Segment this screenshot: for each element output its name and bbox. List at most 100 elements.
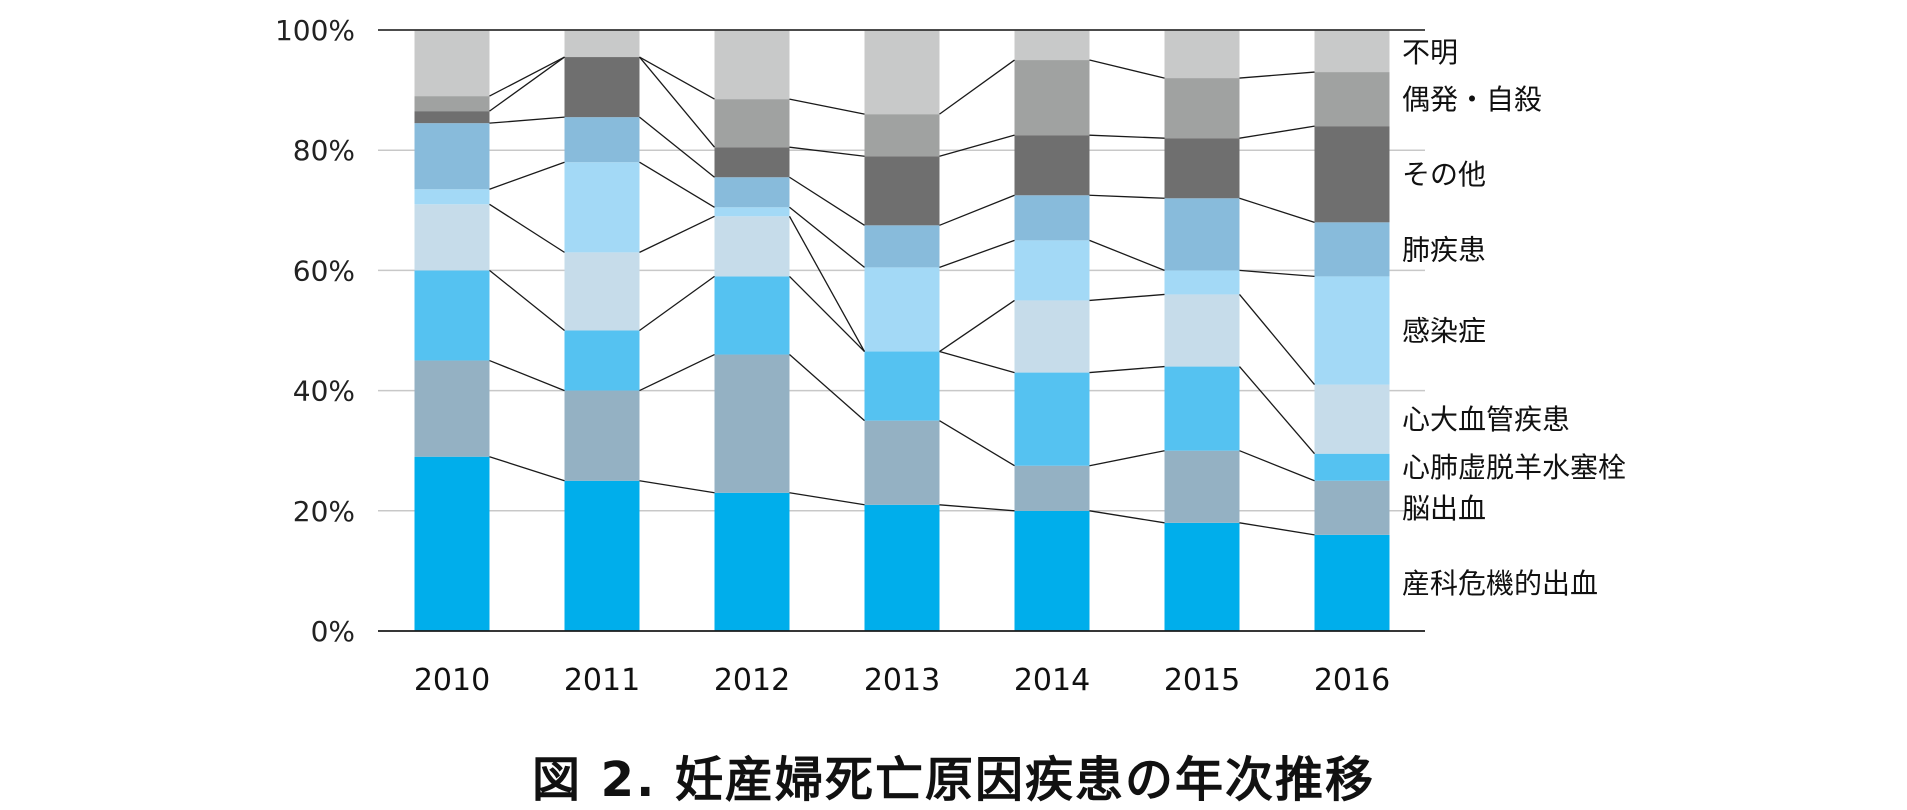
x-tick-label: 2016	[1314, 663, 1390, 698]
bar-segment	[414, 456, 490, 631]
connector-line	[1239, 71, 1315, 79]
bar-segment	[714, 276, 790, 355]
connector-line	[639, 480, 715, 494]
bar-segment	[714, 99, 790, 148]
bar-segment	[414, 96, 490, 112]
connector-line	[639, 56, 715, 100]
connector-line	[1239, 366, 1315, 455]
bar-segment	[414, 204, 490, 271]
connector-line	[489, 456, 565, 482]
bar-segment	[1014, 135, 1090, 196]
axes: 0% 20% 40% 60% 80% 100% 2010 2011 2012 2013 2014 20…	[275, 14, 1425, 698]
bar-segment	[864, 30, 940, 115]
figure-caption: 図 2. 妊産婦死亡原因疾患の年次推移	[531, 752, 1376, 808]
connector-line	[1089, 365, 1165, 374]
connector-line	[489, 269, 565, 332]
connector-line	[789, 354, 865, 422]
connector-line	[639, 116, 715, 178]
connector-line	[1089, 59, 1165, 79]
bar-segment	[864, 225, 940, 268]
connector-line	[639, 161, 715, 208]
connector-line	[1239, 125, 1315, 139]
bar-segment	[714, 492, 790, 631]
bars	[414, 30, 1390, 631]
bar-segment	[564, 57, 640, 118]
bar-segment	[864, 420, 940, 505]
legend-label: 心大血管疾患	[1402, 403, 1570, 436]
legend-label: 肺疾患	[1402, 233, 1486, 266]
bar-segment	[1314, 384, 1390, 454]
bar-segment	[1014, 30, 1090, 61]
legend-label: 心肺虚脱羊水塞栓	[1402, 451, 1626, 484]
y-tick-label: 80%	[293, 134, 355, 167]
connector-line	[789, 492, 865, 506]
bar-segment	[714, 147, 790, 178]
bar-segment	[564, 30, 640, 58]
connector-line	[489, 203, 565, 253]
bar-segment	[1014, 195, 1090, 241]
bar-segment	[1164, 270, 1240, 295]
bar-segment	[1164, 366, 1240, 451]
connector-line	[939, 299, 1015, 353]
bar-segment	[564, 117, 640, 163]
connector-line	[939, 134, 1015, 157]
bar-segment	[714, 354, 790, 493]
connector-line	[1089, 239, 1165, 272]
bar-segment	[1164, 30, 1240, 79]
legend-label: 不明	[1402, 36, 1458, 69]
bar-segment	[1314, 480, 1390, 535]
legend-label: 脳出血	[1402, 492, 1486, 525]
connector-line	[489, 161, 565, 190]
connector-line	[939, 239, 1015, 269]
bar-segment	[564, 252, 640, 331]
legend-label: 偶発・自殺	[1402, 83, 1542, 116]
bar-segment	[1014, 510, 1090, 631]
bar-segment	[414, 189, 490, 205]
bar-segment	[414, 111, 490, 124]
connector-line	[1089, 194, 1165, 199]
connector-line	[489, 56, 565, 112]
bar-segment	[1014, 465, 1090, 511]
bar-segment	[1314, 453, 1390, 481]
connector-line	[1089, 450, 1165, 467]
bar-segment	[714, 216, 790, 277]
legend-label: その他	[1402, 158, 1486, 191]
bar-segment	[1164, 138, 1240, 199]
bar-segment	[714, 177, 790, 208]
bar-segment	[1164, 522, 1240, 631]
connector-line	[789, 176, 865, 226]
bar-segment	[1314, 72, 1390, 127]
bar-segment	[1164, 78, 1240, 139]
connector-line	[1089, 510, 1165, 524]
x-tick-label: 2011	[564, 663, 640, 698]
connector-line	[939, 420, 1015, 467]
connector-line	[788, 215, 866, 352]
connector-line	[789, 275, 865, 352]
legend-label: 感染症	[1402, 315, 1486, 348]
bar-segment	[1314, 276, 1390, 385]
connector-line	[639, 215, 715, 253]
x-tick-label: 2015	[1164, 663, 1240, 698]
x-tick-label: 2013	[864, 663, 940, 698]
connector-line	[1239, 522, 1315, 536]
connector-lines	[489, 56, 1315, 536]
bar-segment	[564, 162, 640, 253]
bar-segment	[864, 156, 940, 226]
y-tick-label: 60%	[293, 254, 355, 287]
x-tick-label: 2012	[714, 663, 790, 698]
legend-label: 産科危機的出血	[1402, 567, 1598, 600]
bar-segment	[1314, 30, 1390, 73]
bar-segment	[714, 30, 790, 100]
connector-line	[939, 194, 1015, 226]
bar-segment	[864, 351, 940, 421]
bar-segment	[1164, 294, 1240, 367]
connector-line	[939, 350, 1015, 374]
bar-segment	[864, 504, 940, 631]
connector-line	[789, 206, 865, 268]
connector-line	[1239, 450, 1315, 482]
bar-segment	[1164, 450, 1240, 523]
x-tick-label: 2014	[1014, 663, 1090, 698]
connector-line	[639, 353, 715, 392]
y-tick-label: 0%	[311, 615, 355, 648]
bar-segment	[714, 207, 790, 217]
